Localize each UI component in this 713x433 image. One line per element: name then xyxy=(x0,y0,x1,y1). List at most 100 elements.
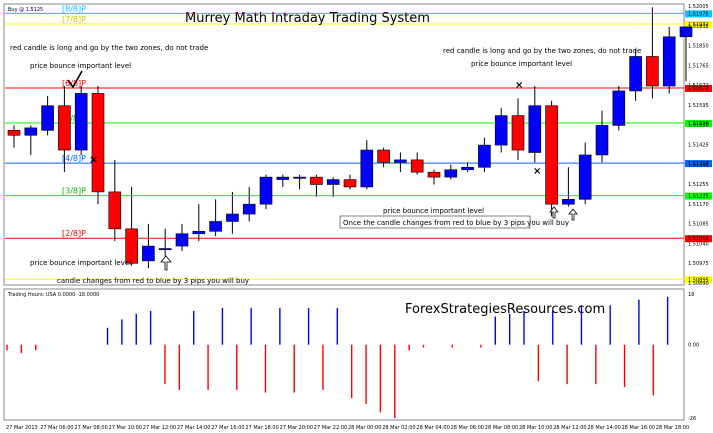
bull-candle xyxy=(226,213,239,222)
bear-candle xyxy=(91,93,105,193)
time-tick-label: 28 Mar 14:00 xyxy=(587,425,620,431)
price-tick-label: 1.51850 xyxy=(688,44,709,50)
annotation-bottom-bounce: price bounce important level xyxy=(30,259,131,267)
bear-candle xyxy=(125,228,138,264)
level-price-text: 1.51530 xyxy=(688,121,709,127)
bear-candle xyxy=(58,105,71,151)
annotation-mid-change: Once the candle changes from red to blue… xyxy=(343,219,569,227)
indicator-tick-label: 0.00 xyxy=(688,343,699,349)
bear-candle xyxy=(511,115,525,151)
level-label: [2/8]P xyxy=(62,229,86,238)
bear-candle xyxy=(427,171,441,178)
time-tick-label: 27 Mar 22:00 xyxy=(314,425,347,431)
bear-candle xyxy=(545,105,558,205)
time-tick-label: 28 Mar 02:00 xyxy=(382,425,415,431)
bull-candle xyxy=(158,248,172,251)
bull-candle xyxy=(276,176,290,180)
time-tick-label: 27 Mar 14:00 xyxy=(177,425,210,431)
annotation-mid-box xyxy=(339,215,531,229)
bull-candle xyxy=(578,154,592,200)
level-price-tag xyxy=(685,20,712,28)
bear-candle xyxy=(108,191,122,230)
level-price-tag xyxy=(685,160,712,168)
website-label: ForexStrategiesResources.com xyxy=(405,302,605,317)
bull-candle xyxy=(612,90,626,126)
bull-candle xyxy=(444,169,458,178)
bear-candle xyxy=(310,176,323,185)
bull-candle xyxy=(394,159,407,163)
up-arrow-icon xyxy=(568,208,578,221)
price-tick-label: 1.50890 xyxy=(688,281,709,287)
bull-candle xyxy=(259,176,273,205)
price-tick-label: 1.51255 xyxy=(688,182,709,188)
annotation-right-bounce: price bounce important level xyxy=(471,60,572,68)
indicator-pane[interactable] xyxy=(3,288,685,421)
indicator-label: Trading Hours: USA 0.0000 -18.0000 xyxy=(7,292,99,298)
bull-candle xyxy=(528,105,542,153)
price-tick-label: 1.51672 xyxy=(688,83,709,89)
indicator-bars xyxy=(6,296,669,418)
time-tick-label: 28 Mar 12:00 xyxy=(553,425,586,431)
level-price-tag xyxy=(685,235,712,243)
time-tick-label: 28 Mar 08:00 xyxy=(485,425,518,431)
up-arrow-icon xyxy=(160,255,172,271)
time-tick-label: 28 Mar 18:00 xyxy=(656,425,689,431)
annotation-right-trade: red candle is long and go by the two zon… xyxy=(443,47,641,55)
candles-group xyxy=(7,7,693,269)
price-tick-label: 1.51170 xyxy=(688,202,709,208)
symbol-label: Buy @ 1.5125 xyxy=(8,7,43,13)
level-price-text: 1.51932 xyxy=(688,22,709,28)
time-tick-label: 27 Mar 20:00 xyxy=(280,425,313,431)
annotation-left-trade: red candle is long and go by the two zon… xyxy=(10,44,208,52)
bear-candle xyxy=(377,149,390,163)
level-price-text: 1.51062 xyxy=(688,236,709,242)
time-tick-label: 27 Mar 08:00 xyxy=(74,425,107,431)
bull-candle xyxy=(360,149,374,188)
level-label: [7/8]P xyxy=(62,15,86,24)
bear-candle xyxy=(410,159,424,173)
time-tick-label: 28 Mar 06:00 xyxy=(451,425,484,431)
bull-candle xyxy=(41,105,54,131)
annotation-left-bounce: price bounce important level xyxy=(30,62,131,70)
price-tick-label: 1.51595 xyxy=(688,103,709,109)
time-tick-label: 27 Mar 06:00 xyxy=(40,425,73,431)
bull-candle xyxy=(326,179,340,185)
indicator-tick-label: -26 xyxy=(688,416,696,422)
bear-candle xyxy=(7,130,21,136)
bear-candle xyxy=(646,56,659,87)
bull-candle xyxy=(24,127,38,136)
time-tick-label: 28 Mar 10:00 xyxy=(519,425,552,431)
level-price-tag xyxy=(685,10,712,18)
bear-candle xyxy=(343,179,357,188)
level-price-tag xyxy=(685,276,712,284)
bull-candle xyxy=(629,56,642,92)
time-tick-label: 27 Mar 10:00 xyxy=(109,425,142,431)
price-tick-label: 1.51425 xyxy=(688,143,709,149)
time-tick-label: 27 Mar 12:00 xyxy=(143,425,176,431)
checkmark-icon xyxy=(67,70,83,89)
level-price-text: 1.51235 xyxy=(688,194,709,200)
time-tick-label: 27 Mar 18:00 xyxy=(245,425,278,431)
level-price-text: 1.50895 xyxy=(688,277,709,283)
price-tick-label: 1.52005 xyxy=(688,4,709,10)
bull-candle xyxy=(679,26,693,38)
up-arrow-icon xyxy=(549,206,559,219)
level-price-text: 1.51672 xyxy=(688,86,709,92)
bull-candle xyxy=(478,144,491,168)
bull-candle xyxy=(662,36,676,87)
time-tick-label: 28 Mar 00:00 xyxy=(348,425,381,431)
indicator-tick-label: 18 xyxy=(688,292,694,298)
level-price-text: 1.51367 xyxy=(688,161,709,167)
time-tick-label: 27 Mar 2013 xyxy=(6,425,38,431)
cross-marker-icon: × xyxy=(515,80,523,91)
bull-candle xyxy=(461,166,474,171)
time-tick-label: 27 Mar 16:00 xyxy=(211,425,244,431)
level-label: [5/8]P xyxy=(62,114,86,123)
price-tick-label: 1.51932 xyxy=(688,24,709,30)
cross-marker-icon: × xyxy=(89,153,98,166)
bull-candle xyxy=(142,245,155,262)
price-tick-label: 1.51510 xyxy=(688,123,709,129)
price-tick-label: 1.51340 xyxy=(688,162,709,168)
level-price-text: 1.51975 xyxy=(688,11,709,17)
